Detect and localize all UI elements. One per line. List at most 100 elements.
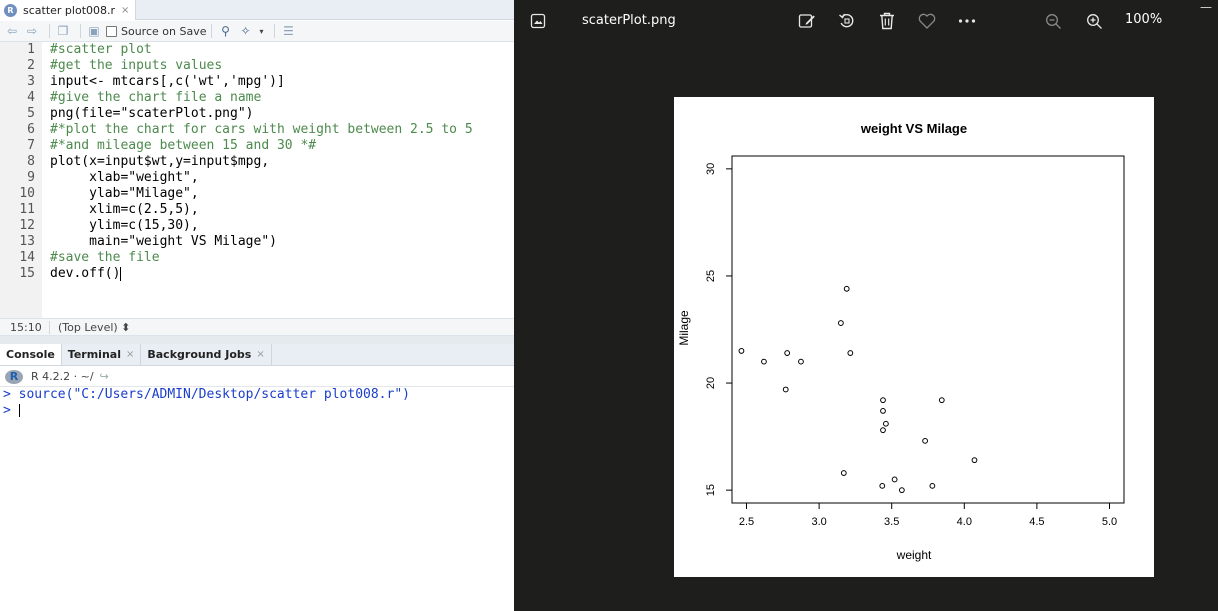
editor-tabbar: R scatter plot008.r × (0, 0, 514, 20)
line-number: 7 (27, 138, 35, 153)
tab-terminal[interactable]: Terminal × (62, 344, 142, 365)
x-tick-label: 3.5 (884, 516, 899, 528)
close-tab-icon[interactable]: × (121, 4, 130, 16)
source-on-save-label: Source on Save (121, 24, 207, 38)
console-cursor (18, 404, 20, 417)
console-line: > source("C:/Users/ADMIN/Desktop/scatter… (3, 387, 410, 402)
line-number: 10 (19, 186, 35, 201)
data-point (880, 427, 886, 434)
code-line[interactable]: 14 #save the file (0, 250, 514, 266)
rotate-icon[interactable] (836, 10, 858, 32)
code-text: #get the inputs values (50, 58, 223, 73)
chart-title: weight VS Milage (860, 121, 968, 136)
favorite-icon[interactable] (916, 10, 938, 32)
code-text: ylab="Milage", (50, 186, 199, 201)
line-number: 1 (27, 42, 35, 57)
show-in-window-icon[interactable]: ❐ (57, 24, 69, 38)
code-text: png(file="scaterPlot.png") (50, 106, 254, 121)
data-point (879, 482, 886, 489)
forward-arrow-icon[interactable]: ⇨ (26, 24, 38, 38)
y-tick-label: 30 (705, 163, 717, 175)
code-line[interactable]: 5 png(file="scaterPlot.png") (0, 106, 514, 122)
save-icon[interactable]: ▣ (88, 24, 100, 38)
scope-selector[interactable]: (Top Level) ⬍ (58, 320, 131, 334)
zoom-level[interactable]: 100% (1125, 12, 1163, 27)
toolbar-divider (49, 24, 50, 38)
line-number: 8 (27, 154, 35, 169)
code-line[interactable]: 8 plot(x=input$wt,y=input$mpg, (0, 154, 514, 170)
code-text: input<- mtcars[,c('wt','mpg')] (50, 74, 285, 89)
tab-console[interactable]: Console (0, 344, 62, 365)
back-arrow-icon[interactable]: ⇦ (6, 24, 18, 38)
code-text: #*plot the chart for cars with weight be… (50, 122, 473, 137)
tab-label: Console (6, 348, 55, 361)
toolbar-divider (211, 24, 213, 38)
console-output[interactable]: > source("C:/Users/ADMIN/Desktop/scatter… (0, 387, 514, 611)
code-line[interactable]: 11 xlim=c(2.5,5), (0, 202, 514, 218)
magic-wand-icon[interactable]: ✧ (240, 24, 251, 38)
code-line[interactable]: 10 ylab="Milage", (0, 186, 514, 202)
scatter-plot-svg: 2.5 3.0 3.5 4.0 4.5 5.0 15 20 25 30 (705, 155, 1125, 528)
code-text: #scatter plot (50, 42, 152, 57)
code-line[interactable]: 6 #*plot the chart for cars with weight b… (0, 122, 514, 138)
code-line[interactable]: 1 #scatter plot (0, 42, 514, 58)
rstudio-window: R scatter plot008.r × ⇦ ⇨ ❐ ▣ Source on … (0, 0, 514, 611)
r-file-icon: R (4, 3, 17, 17)
x-tick-label: 5.0 (1102, 516, 1117, 528)
console-line: > (3, 403, 20, 418)
document-outline-icon[interactable]: ☰ (283, 24, 294, 38)
code-text: ylim=c(15,30), (50, 218, 199, 233)
code-text: #give the chart file a name (50, 90, 262, 105)
toolbar-divider (80, 24, 81, 38)
data-point (798, 358, 804, 365)
tab-label: Background Jobs (147, 348, 252, 361)
code-line[interactable]: 13 main="weight VS Milage") (0, 234, 514, 250)
code-editor[interactable]: 1 #scatter plot 2 #get the inputs values 3 in… (0, 42, 514, 318)
plot-frame (731, 155, 1125, 504)
tab-label: Terminal (67, 348, 121, 361)
delete-icon[interactable] (876, 10, 898, 32)
data-point (782, 386, 789, 393)
close-tab-icon[interactable]: × (256, 349, 265, 360)
x-tick-label: 2.5 (739, 516, 754, 528)
minimize-button[interactable]: — (1200, 0, 1212, 14)
line-number-gutter (0, 42, 42, 318)
tab-background-jobs[interactable]: Background Jobs × (141, 344, 272, 365)
code-line[interactable]: 9 xlab="weight", (0, 170, 514, 186)
code-line[interactable]: 2 #get the inputs values (0, 58, 514, 74)
line-number: 9 (27, 170, 35, 185)
data-point (880, 397, 886, 404)
code-line[interactable]: 12 ylim=c(15,30), (0, 218, 514, 234)
r-version-path: R 4.2.2 · ~/ (31, 370, 94, 383)
editor-statusbar: 15:10 (Top Level) ⬍ (0, 318, 514, 336)
console-info-bar: R R 4.2.2 · ~/ ↪ (0, 367, 514, 387)
more-icon[interactable] (956, 10, 978, 32)
code-line[interactable]: 4 #give the chart file a name (0, 90, 514, 106)
image-viewer-window: scaterPlot.png 100% — (514, 0, 1218, 611)
chevron-down-icon[interactable]: ▾ (259, 26, 264, 36)
file-tab[interactable]: R scatter plot008.r × (0, 0, 137, 20)
line-number: 15 (19, 266, 35, 281)
close-tab-icon[interactable]: × (125, 349, 135, 360)
scatter-plot-image: 2.5 3.0 3.5 4.0 4.5 5.0 15 20 25 30 weight VS Mil… (674, 97, 1154, 577)
data-point (882, 420, 889, 427)
code-text: dev.off() (50, 266, 122, 281)
y-axis-label: Milage (677, 310, 691, 346)
search-icon[interactable]: ⚲ (221, 24, 230, 38)
code-line[interactable]: 7 #*and mileage between 15 and 30 *# (0, 138, 514, 154)
code-line[interactable]: 15 dev.off() (0, 266, 514, 282)
data-point (843, 285, 850, 292)
gallery-icon[interactable] (527, 10, 549, 32)
edit-image-icon[interactable] (796, 10, 818, 32)
line-number: 4 (27, 90, 35, 105)
x-tick-label: 4.0 (957, 516, 972, 528)
zoom-in-icon[interactable] (1083, 10, 1105, 32)
source-on-save-checkbox[interactable] (106, 25, 117, 37)
zoom-out-icon[interactable] (1042, 10, 1064, 32)
pane-splitter[interactable] (0, 336, 514, 344)
file-tab-label: scatter plot008.r (23, 3, 116, 17)
code-text: #*and mileage between 15 and 30 *# (50, 138, 317, 153)
go-to-directory-icon[interactable]: ↪ (99, 370, 109, 383)
code-line[interactable]: 3 input<- mtcars[,c('wt','mpg')] (0, 74, 514, 90)
